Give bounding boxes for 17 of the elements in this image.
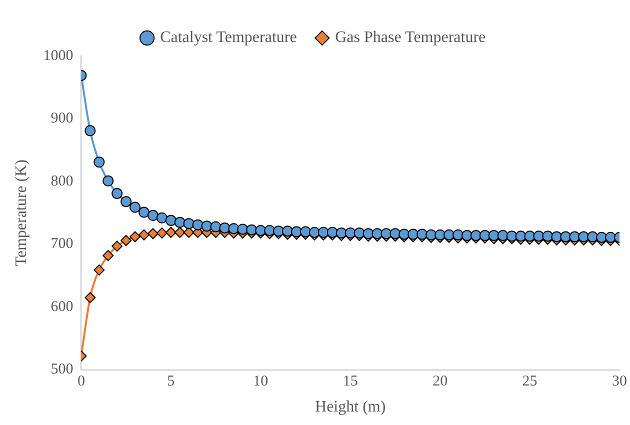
x-tick-label: 20 [432, 374, 448, 390]
x-tick-label: 15 [342, 374, 358, 390]
y-axis-title: Temperature (K) [12, 159, 30, 266]
x-tick-label: 25 [522, 374, 538, 390]
y-tick-label: 500 [50, 362, 74, 378]
y-tick-label: 600 [50, 298, 74, 315]
legend-label: Catalyst Temperature [160, 29, 297, 46]
y-tick-label: 1000 [43, 48, 74, 64]
x-tick-label: 5 [167, 374, 175, 390]
y-tick-label: 900 [50, 110, 74, 127]
x-tick-label: 0 [77, 374, 85, 390]
legend-label: Gas Phase Temperature [335, 29, 486, 46]
x-tick-label: 30 [612, 374, 627, 390]
y-tick-label: 800 [50, 173, 74, 190]
y-tick-label: 700 [50, 236, 74, 252]
x-axis-title: Height (m) [315, 398, 386, 416]
x-tick-label: 10 [253, 374, 268, 390]
